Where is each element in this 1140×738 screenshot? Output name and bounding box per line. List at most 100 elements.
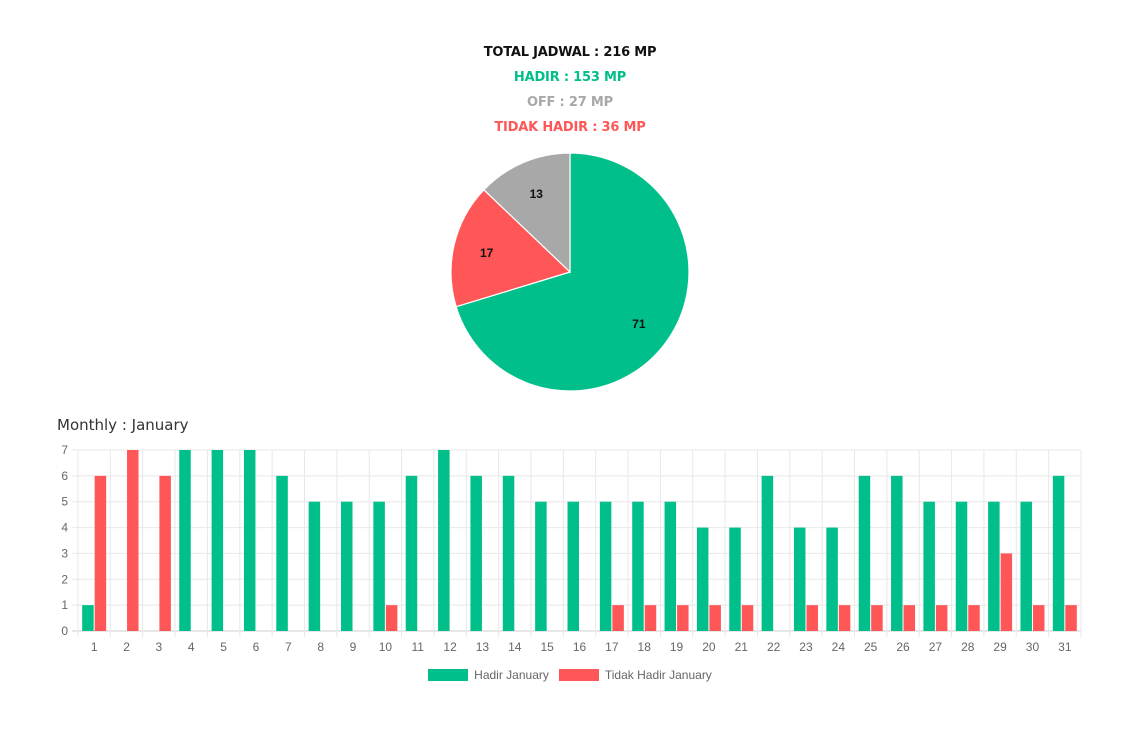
- bar-tidak-hadir-day-30[interactable]: [1032, 605, 1045, 631]
- bar-hadir-day-31[interactable]: [1052, 475, 1065, 631]
- bar-tidak-hadir-day-29[interactable]: [1000, 553, 1013, 631]
- bar-hadir-day-1[interactable]: [82, 605, 94, 631]
- total-jadwal-label: TOTAL JADWAL : 216 MP: [483, 45, 657, 60]
- bar-hadir-day-18[interactable]: [632, 501, 644, 631]
- bar-hadir-day-12[interactable]: [438, 450, 450, 631]
- bar-hadir-day-23[interactable]: [793, 527, 806, 631]
- x-tick-label: 8: [317, 640, 324, 654]
- y-tick-label: 7: [61, 443, 68, 457]
- bar-tidak-hadir-day-3[interactable]: [159, 475, 171, 631]
- bar-hadir-day-26[interactable]: [891, 475, 903, 631]
- x-tick-label: 11: [411, 640, 424, 654]
- bar-hadir-day-27[interactable]: [923, 501, 935, 631]
- bar-tidak-hadir-day-21[interactable]: [741, 605, 754, 631]
- bar-hadir-day-13[interactable]: [470, 475, 482, 631]
- bar-tidak-hadir-day-31[interactable]: [1065, 605, 1077, 631]
- bar-tidak-hadir-day-20[interactable]: [709, 605, 721, 631]
- pie-slice-17[interactable]: [450, 188, 572, 308]
- bar-hadir-day-5[interactable]: [211, 450, 224, 631]
- bar-hadir-day-30[interactable]: [1020, 501, 1032, 631]
- tidak-hadir-label: TIDAK HADIR : 36 MP: [494, 120, 646, 135]
- legend-label-hadir: Hadir January: [474, 668, 549, 682]
- bar-hadir-day-22[interactable]: [761, 475, 774, 631]
- bar-hadir-day-19[interactable]: [664, 501, 677, 631]
- x-tick-label: 30: [1026, 640, 1040, 654]
- bar-tidak-hadir-day-27[interactable]: [935, 605, 948, 631]
- y-tick-label: 2: [61, 572, 68, 586]
- bar-hadir-day-20[interactable]: [696, 527, 709, 631]
- x-tick-label: 16: [573, 640, 587, 654]
- x-tick-label: 19: [670, 640, 684, 654]
- y-tick-label: 5: [61, 495, 68, 509]
- x-tick-label: 25: [864, 640, 878, 654]
- bar-tidak-hadir-day-1[interactable]: [94, 475, 107, 631]
- legend-item-tidak-hadir[interactable]: Tidak Hadir January: [558, 668, 712, 682]
- bar-hadir-day-10[interactable]: [373, 501, 385, 631]
- x-tick-label: 4: [188, 640, 195, 654]
- x-tick-label: 24: [832, 640, 846, 654]
- bar-tidak-hadir-day-28[interactable]: [968, 605, 980, 631]
- legend-swatch-tidak-hadir: [558, 669, 599, 681]
- x-tick-label: 6: [253, 640, 260, 654]
- bar-hadir-day-15[interactable]: [535, 501, 547, 631]
- y-tick-label: 0: [61, 624, 68, 638]
- off-label: OFF : 27 MP: [527, 95, 613, 110]
- bar-hadir-day-6[interactable]: [243, 450, 256, 631]
- bar-hadir-day-11[interactable]: [405, 475, 418, 631]
- x-tick-label: 26: [896, 640, 910, 654]
- bar-hadir-day-9[interactable]: [341, 501, 353, 631]
- bar-hadir-day-16[interactable]: [567, 501, 580, 631]
- x-tick-label: 9: [350, 640, 357, 654]
- pie-slice-label-13: 13: [530, 187, 544, 201]
- bar-hadir-day-14[interactable]: [502, 475, 515, 631]
- y-tick-label: 4: [61, 521, 68, 535]
- x-tick-label: 14: [508, 640, 522, 654]
- x-tick-label: 15: [540, 640, 554, 654]
- x-tick-label: 12: [443, 640, 457, 654]
- bar-tidak-hadir-day-26[interactable]: [903, 605, 916, 631]
- chart-legend: Hadir January Tidak Hadir January: [0, 668, 1140, 682]
- x-tick-label: 3: [156, 640, 163, 654]
- bar-hadir-day-24[interactable]: [826, 527, 838, 631]
- monthly-chart-title: Monthly : January: [57, 416, 189, 434]
- pie-chart: 71 17 13: [450, 152, 690, 392]
- bar-hadir-day-25[interactable]: [858, 475, 871, 631]
- bar-tidak-hadir-day-18[interactable]: [644, 605, 657, 631]
- x-tick-label: 13: [476, 640, 490, 654]
- bar-hadir-day-28[interactable]: [955, 501, 968, 631]
- y-tick-label: 6: [61, 469, 68, 483]
- bar-hadir-day-7[interactable]: [276, 475, 288, 631]
- legend-item-hadir[interactable]: Hadir January: [428, 668, 549, 682]
- pie-slice-13[interactable]: [483, 152, 571, 274]
- x-tick-label: 1: [91, 640, 98, 654]
- x-tick-label: 17: [605, 640, 619, 654]
- bar-tidak-hadir-day-25[interactable]: [871, 605, 883, 631]
- legend-label-tidak-hadir: Tidak Hadir January: [604, 668, 712, 682]
- pie-slice-label-17: 17: [480, 246, 494, 260]
- x-tick-label: 18: [638, 640, 652, 654]
- hadir-label: HADIR : 153 MP: [513, 70, 627, 85]
- bar-tidak-hadir-day-10[interactable]: [385, 605, 398, 631]
- x-tick-label: 10: [379, 640, 393, 654]
- bar-tidak-hadir-day-24[interactable]: [838, 605, 851, 631]
- x-tick-label: 31: [1058, 640, 1072, 654]
- x-tick-label: 27: [929, 640, 943, 654]
- y-tick-label: 3: [61, 546, 68, 560]
- pie-slice-71[interactable]: [455, 152, 690, 392]
- legend-swatch-hadir: [428, 669, 469, 681]
- pie-slice-label-71: 71: [632, 317, 646, 331]
- bar-hadir-day-29[interactable]: [988, 501, 1000, 631]
- bar-tidak-hadir-day-2[interactable]: [127, 450, 139, 631]
- x-tick-label: 2: [123, 640, 130, 654]
- bar-hadir-day-4[interactable]: [179, 450, 191, 631]
- x-tick-label: 29: [993, 640, 1007, 654]
- x-tick-label: 23: [799, 640, 813, 654]
- bar-hadir-day-17[interactable]: [599, 501, 612, 631]
- bar-tidak-hadir-day-23[interactable]: [806, 605, 818, 631]
- bar-tidak-hadir-day-17[interactable]: [612, 605, 624, 631]
- bar-tidak-hadir-day-19[interactable]: [677, 605, 689, 631]
- bar-hadir-day-8[interactable]: [308, 501, 321, 631]
- x-tick-label: 20: [702, 640, 716, 654]
- bar-hadir-day-21[interactable]: [729, 527, 741, 631]
